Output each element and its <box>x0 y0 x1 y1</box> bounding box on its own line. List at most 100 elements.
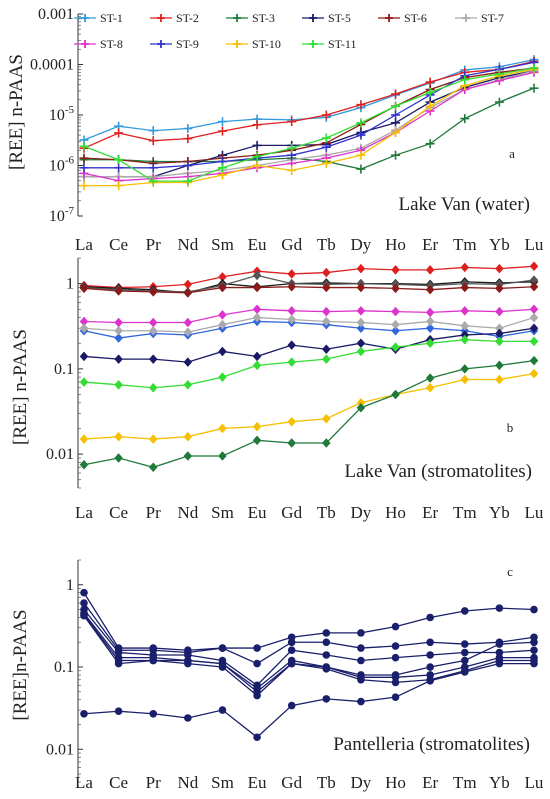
data-point <box>529 83 539 93</box>
x-tick-label-yb: Yb <box>489 235 510 254</box>
data-point <box>79 323 89 334</box>
data-point <box>287 281 297 292</box>
legend-item-st-3: ST-3 <box>226 11 275 25</box>
data-point <box>252 435 262 446</box>
y-tick-label: 0.001 <box>38 6 74 23</box>
series-line <box>83 281 535 294</box>
data-point <box>149 656 158 665</box>
data-point <box>391 678 400 687</box>
x-tick-label-lu: Lu <box>525 773 544 792</box>
data-point <box>321 110 331 120</box>
x-tick-label-dy: Dy <box>351 235 372 254</box>
data-point <box>218 423 227 434</box>
x-tick-label-dy: Dy <box>351 773 372 792</box>
data-point <box>426 663 434 671</box>
series-b-9 <box>79 334 539 393</box>
x-tick-label-ho: Ho <box>385 235 406 254</box>
x-tick-label-ce: Ce <box>109 773 128 792</box>
data-point <box>391 342 400 352</box>
series-line <box>83 602 535 665</box>
panel-caption: Lake Van (stromatolites) <box>345 461 533 482</box>
data-point <box>287 117 297 127</box>
x-tick-label-nd: Nd <box>177 773 198 792</box>
data-point <box>321 316 331 327</box>
data-point <box>183 176 193 186</box>
data-point <box>321 306 331 317</box>
x-tick-label-sm: Sm <box>211 235 234 254</box>
data-point <box>79 459 89 470</box>
series-b-5 <box>79 304 539 328</box>
data-point <box>114 453 123 463</box>
series-c-7 <box>80 659 538 742</box>
data-point <box>218 706 227 714</box>
data-point <box>321 344 331 355</box>
legend-label: ST-10 <box>252 37 281 51</box>
series-st-1 <box>79 55 539 145</box>
data-point <box>460 75 470 85</box>
data-point <box>148 382 158 393</box>
data-point <box>79 434 89 444</box>
data-point <box>287 638 296 647</box>
data-point <box>287 314 297 325</box>
series-line <box>83 67 535 165</box>
data-point <box>495 283 504 294</box>
data-point <box>252 360 262 371</box>
data-point <box>322 651 331 659</box>
data-point <box>530 605 538 614</box>
data-point <box>495 374 504 385</box>
data-point <box>79 153 89 163</box>
data-point <box>356 323 366 334</box>
x-tick-label-pr: Pr <box>146 503 161 522</box>
data-point <box>183 451 193 461</box>
data-point <box>529 281 539 292</box>
series-st-7 <box>79 66 539 182</box>
data-point <box>114 659 123 668</box>
data-point <box>217 163 227 173</box>
data-point <box>218 310 227 320</box>
data-point <box>148 317 158 328</box>
data-point <box>79 163 89 173</box>
data-point <box>287 340 297 350</box>
data-point <box>391 389 400 400</box>
series-line <box>83 662 534 739</box>
y-tick-label: 1 <box>66 577 74 594</box>
panel-letter: c <box>507 564 513 579</box>
data-point <box>114 379 123 390</box>
data-point <box>184 714 192 722</box>
data-point <box>252 120 262 130</box>
data-point <box>391 325 400 336</box>
x-tick-label-gd: Gd <box>281 503 302 522</box>
x-tick-label-la: La <box>75 503 93 522</box>
x-tick-label-yb: Yb <box>489 503 510 522</box>
data-point <box>460 374 470 385</box>
chart-panel-a: 0.001 0.0001 10-5 10-6 10-7 [REE] n-PAAS La Ce P… <box>6 6 544 254</box>
legend-label: ST-6 <box>404 11 427 25</box>
data-point <box>149 709 158 718</box>
chart-panel-b: 1 0.1 0.01 [REE] n-PAAS La Ce Pr Nd Sm Eu Gd Tb Dy Ho… <box>10 257 544 522</box>
data-point <box>425 87 435 97</box>
legend-item-st-7: ST-7 <box>455 11 504 25</box>
data-point <box>357 644 365 652</box>
series-line <box>84 87 535 170</box>
data-point <box>218 644 227 652</box>
series-line <box>83 359 535 468</box>
x-tick-label-ho: Ho <box>385 773 406 792</box>
data-point <box>356 118 366 128</box>
data-point <box>287 305 297 316</box>
data-point <box>321 282 331 293</box>
data-point <box>253 644 261 652</box>
data-point <box>495 263 504 274</box>
x-tick-label-eu: Eu <box>248 235 267 254</box>
series-line <box>83 609 535 687</box>
data-point <box>357 629 365 637</box>
legend-label: ST-5 <box>328 11 351 25</box>
data-point <box>495 640 504 648</box>
data-point <box>183 431 193 442</box>
data-point <box>529 261 539 272</box>
x-tick-label-dy: Dy <box>351 503 372 522</box>
data-point <box>356 130 366 140</box>
data-point <box>287 165 297 175</box>
chart-panel-c: 1 0.1 0.01 [REE]n-PAAS La Ce Pr Nd Sm Eu Gd Tb Dy Ho E… <box>10 559 544 792</box>
x-tick-label-ce: Ce <box>109 503 128 522</box>
data-point <box>252 270 262 281</box>
